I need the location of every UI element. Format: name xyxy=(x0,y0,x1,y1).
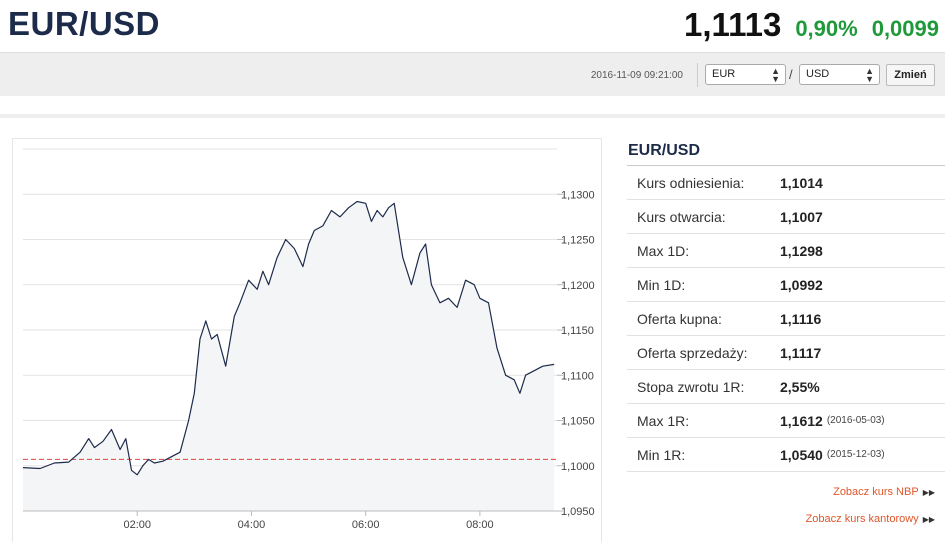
current-price: 1,1113 xyxy=(684,6,782,43)
exchange-office-rate-link[interactable]: Zobacz kurs kantorowy ▶▶ xyxy=(806,513,935,525)
price-chart[interactable]: 1,0950 1,1000 1,1050 1,1100 1,1150 1,1200 1,12… xyxy=(12,138,602,542)
y-tick-label: 1,1150 xyxy=(561,325,594,337)
quote-summary: 1,1113 0,90% 0,0099 xyxy=(684,6,939,44)
from-currency-select[interactable]: EUR ▲ ▼ xyxy=(705,64,786,85)
change-button[interactable]: Zmień xyxy=(886,64,935,86)
stat-value: 1,1007 xyxy=(780,208,823,225)
stat-row: Kurs odniesienia: 1,1014 xyxy=(627,166,945,200)
y-tick-label: 1,1050 xyxy=(561,416,595,428)
change-absolute: 0,0099 xyxy=(871,16,939,41)
quote-timestamp: 2016-11-09 09:21:00 xyxy=(590,70,683,81)
y-tick-label: 1,1200 xyxy=(561,280,595,292)
stat-value: 1,1612 xyxy=(780,412,823,429)
stat-label: Max 1D: xyxy=(637,242,690,259)
y-tick-label: 1,0950 xyxy=(561,506,595,518)
select-arrows-icon: ▲ ▼ xyxy=(771,66,780,84)
stats-table: Kurs odniesienia: 1,1014 Kurs otwarcia: 1,1… xyxy=(627,166,945,472)
stat-value: 1,1116 xyxy=(780,310,822,327)
to-currency-select[interactable]: USD ▲ ▼ xyxy=(799,64,880,85)
stat-row: Oferta sprzedaży: 1,1117 xyxy=(627,336,945,370)
x-tick-label: 06:00 xyxy=(352,519,380,531)
price-chart-svg: 1,0950 1,1000 1,1050 1,1100 1,1150 1,1200 1,12… xyxy=(22,148,595,531)
double-chevron-right-icon: ▶▶ xyxy=(922,515,935,524)
x-tick-label: 02:00 xyxy=(123,519,151,531)
change-percent: 0,90% xyxy=(795,16,858,41)
y-tick-label: 1,1250 xyxy=(561,235,595,247)
stat-label: Max 1R: xyxy=(637,412,690,429)
stat-date: (2016-05-03) xyxy=(826,415,885,426)
stat-row: Min 1D: 1,0992 xyxy=(627,268,945,302)
pair-title: EUR/USD xyxy=(8,5,161,42)
stat-value: 2,55% xyxy=(780,378,820,395)
stat-row: Kurs otwarcia: 1,1007 xyxy=(627,200,945,234)
stat-label: Stopa zwrotu 1R: xyxy=(637,378,745,395)
price-area xyxy=(23,201,555,511)
nbp-rate-link[interactable]: Zobacz kurs NBP ▶▶ xyxy=(833,486,935,498)
y-tick-label: 1,1300 xyxy=(561,189,595,201)
x-tick-label: 04:00 xyxy=(238,519,266,531)
stat-value: 1,0540 xyxy=(780,446,823,463)
header-bar: EUR/USD 1,1113 0,90% 0,0099 xyxy=(0,0,945,52)
to-currency-value: USD xyxy=(806,68,830,80)
select-arrows-icon: ▲ ▼ xyxy=(865,66,874,84)
currency-separator: / xyxy=(789,67,793,82)
nbp-rate-link-label: Zobacz kurs NBP xyxy=(833,486,919,498)
stat-label: Oferta kupna: xyxy=(637,310,722,327)
exchange-office-rate-link-label: Zobacz kurs kantorowy xyxy=(805,513,919,525)
x-tick-label: 08:00 xyxy=(466,519,494,531)
stats-panel-title: EUR/USD xyxy=(627,138,945,166)
stat-value: 1,1298 xyxy=(780,242,823,259)
from-currency-value: EUR xyxy=(712,68,736,80)
double-chevron-right-icon: ▶▶ xyxy=(922,488,935,497)
stat-row: Max 1R: 1,1612 (2016-05-03) xyxy=(627,404,945,438)
currency-toolbar: 2016-11-09 09:21:00 EUR ▲ ▼ / USD ▲ ▼ Zmie… xyxy=(0,52,945,96)
stat-label: Kurs otwarcia: xyxy=(637,208,726,225)
stat-label: Min 1D: xyxy=(637,276,686,293)
section-divider xyxy=(0,114,945,118)
stat-label: Kurs odniesienia: xyxy=(637,174,745,191)
stat-label: Oferta sprzedaży: xyxy=(637,344,748,361)
y-tick-label: 1,1100 xyxy=(561,370,594,382)
y-tick-label: 1,1000 xyxy=(561,461,595,473)
stat-row: Stopa zwrotu 1R: 2,55% xyxy=(627,370,945,404)
stats-panel: EUR/USD Kurs odniesienia: 1,1014 Kurs otwa… xyxy=(627,138,945,525)
stat-row: Oferta kupna: 1,1116 xyxy=(627,302,945,336)
stat-date: (2015-12-03) xyxy=(826,449,885,460)
stat-value: 1,1014 xyxy=(780,174,823,191)
stat-label: Min 1R: xyxy=(637,446,686,463)
price-line xyxy=(22,200,555,476)
stat-value: 1,0992 xyxy=(780,276,823,293)
stat-row: Min 1R: 1,0540 (2015-12-03) xyxy=(627,438,945,472)
stat-value: 1,1117 xyxy=(780,344,822,361)
stat-row: Max 1D: 1,1298 xyxy=(627,234,945,268)
toolbar-divider xyxy=(697,63,698,87)
